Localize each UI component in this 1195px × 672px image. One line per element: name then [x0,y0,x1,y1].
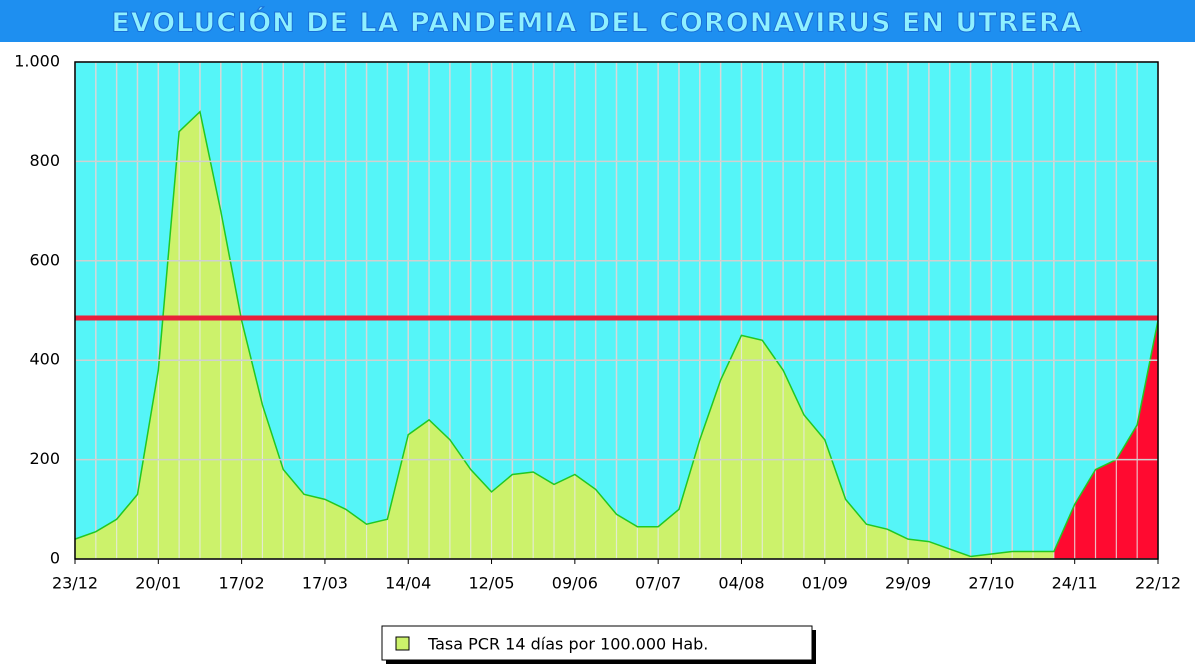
plot-frame [74,61,1159,560]
x-tick-label: 01/09 [802,574,848,593]
x-tick-label: 24/11 [1052,574,1098,593]
x-tick-label: 29/09 [885,574,931,593]
x-tick-label: 22/12 [1135,574,1181,593]
x-tick-label: 07/07 [635,574,681,593]
y-tick-label: 800 [29,151,60,170]
x-tick-label: 20/01 [135,574,181,593]
x-tick-label: 12/05 [468,574,514,593]
title-bar [0,0,1195,42]
highlight-area [1053,320,1158,559]
y-tick-label: 200 [29,449,60,468]
x-tick-label: 14/04 [385,574,431,593]
line [74,110,1159,558]
legend-label: Tasa PCR 14 días por 100.000 Hab. [427,635,708,654]
y-tick-label: 0 [50,549,60,568]
x-tick-label: 17/02 [219,574,265,593]
x-tick-label: 09/06 [552,574,598,593]
x-tick-label: 23/12 [52,574,98,593]
y-tick-label: 1.000 [14,52,60,71]
area [75,111,1158,559]
y-tick-label: 600 [29,250,60,269]
x-tick-label: 27/10 [968,574,1014,593]
x-tick-label: 04/08 [718,574,764,593]
y-tick-label: 400 [29,350,60,369]
legend-box [381,625,813,661]
legend-swatch [395,636,410,651]
x-tick-label: 17/03 [302,574,348,593]
chart-title: EVOLUCIÓN DE LA PANDEMIA DEL CORONAVIRUS… [111,7,1082,39]
